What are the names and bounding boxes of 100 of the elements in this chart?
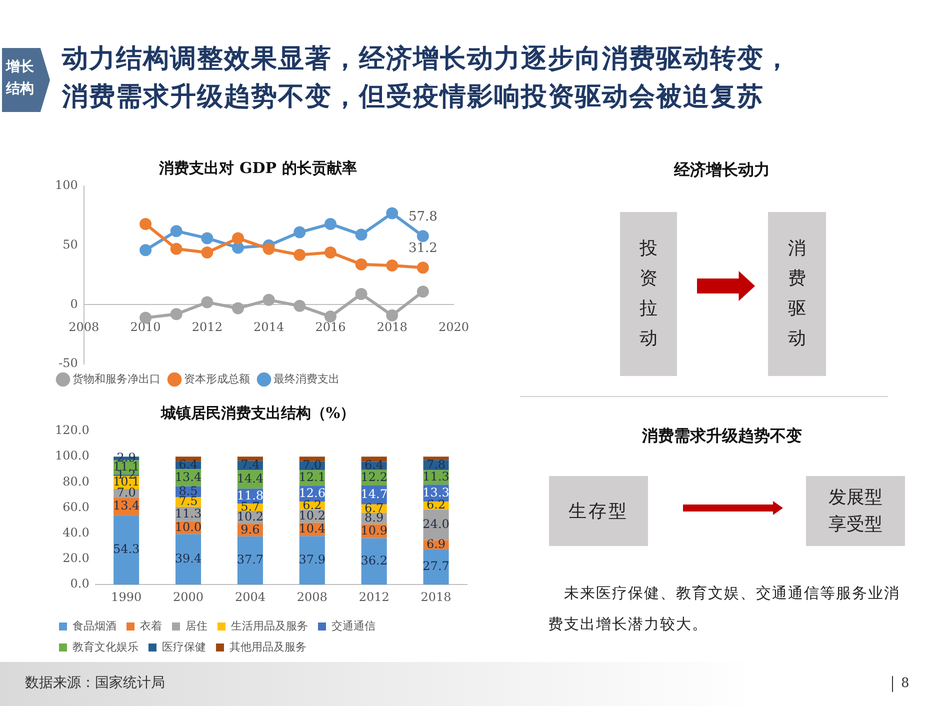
point	[232, 302, 244, 314]
data-label: 10.4	[298, 522, 326, 536]
source-note: 数据来源：国家统计局	[25, 674, 165, 692]
bar	[175, 534, 202, 585]
bar	[175, 456, 202, 462]
y-tick-label: 0.0	[70, 576, 90, 591]
bar	[299, 536, 325, 585]
data-label: 10.2	[236, 510, 264, 524]
x-tick-label: 2012	[358, 590, 390, 604]
data-label: 11.3	[174, 506, 202, 520]
bar	[114, 515, 140, 585]
data-label: 6.4	[178, 457, 198, 472]
data-label: 6.2	[426, 498, 446, 512]
data-label: 54.3	[112, 542, 140, 556]
data-label: 57.8	[408, 209, 438, 224]
y-tick-label: 100.0	[54, 448, 90, 463]
data-label: 37.9	[298, 552, 326, 566]
point	[355, 288, 368, 300]
y-tick-label: 50	[62, 237, 78, 252]
data-label: 10.0	[174, 520, 202, 534]
data-label: 7.4	[240, 458, 260, 472]
y-tick-label: 20.0	[62, 551, 90, 566]
point	[324, 246, 336, 258]
chart-title: 消费支出对 GDP 的长贡献率	[158, 158, 357, 177]
text: 投资拉动	[638, 237, 658, 351]
point	[170, 225, 182, 238]
x-tick-label: 2000	[172, 590, 204, 604]
bar	[237, 456, 263, 461]
bar	[237, 536, 263, 585]
text: 消费需求升级趋势不变	[641, 426, 803, 447]
data-label: 7.8	[426, 457, 446, 472]
legend-label: 医疗保健	[162, 640, 206, 654]
data-label: 7.0	[302, 458, 322, 472]
chart-title: 城镇居民消费支出结构（%）	[160, 404, 356, 422]
legend-label: 最终消费支出	[274, 372, 340, 386]
data-label: 12.1	[298, 470, 326, 484]
point	[294, 248, 306, 261]
text: 生存型	[549, 476, 648, 546]
point	[386, 207, 398, 220]
point	[416, 262, 429, 274]
data-label: 14.4	[236, 472, 264, 486]
y-tick-label: 0	[70, 296, 78, 311]
point	[201, 246, 214, 258]
text: 消费驱动	[787, 237, 807, 351]
point	[140, 218, 152, 230]
point	[170, 242, 182, 255]
x-tick-label: 2014	[254, 320, 284, 334]
y-tick-label: -50	[58, 356, 78, 370]
data-label: 24.0	[422, 517, 450, 532]
data-label: 6.4	[364, 458, 384, 472]
point	[294, 226, 306, 238]
legend-label: 其他用品及服务	[230, 640, 306, 654]
data-label: 10.9	[360, 523, 388, 538]
legend-label: 居住	[186, 619, 208, 632]
point	[355, 228, 368, 241]
data-label: 13.4	[174, 470, 202, 484]
data-label: 36.2	[360, 554, 388, 568]
text: 动力结构调整效果显著，经济增长动力逐步向消费驱动转变，消费需求升级趋势不变，但受疫情影响投资驱动会被迫复苏	[62, 43, 792, 114]
x-tick-label: 2016	[315, 320, 346, 334]
data-label: 12.2	[360, 470, 388, 484]
data-label: 10.2	[298, 508, 326, 522]
point	[416, 230, 429, 242]
x-tick-label: 2010	[130, 320, 161, 334]
bar	[361, 456, 387, 462]
text: 未来医疗保健、教育文娱、交通通信等服务业消费支出增长潜力较大。	[548, 583, 901, 635]
point	[386, 260, 398, 272]
data-label: 11.3	[422, 470, 450, 484]
y-tick-label: 120.0	[54, 423, 90, 438]
data-label: 6.9	[426, 536, 446, 551]
y-tick-label: 80.0	[62, 474, 90, 488]
data-label: 13.4	[112, 498, 140, 513]
point	[262, 242, 275, 255]
legend-label: 交通通信	[332, 619, 376, 632]
x-tick-label: 1990	[111, 590, 142, 604]
data-label: 13.3	[422, 485, 450, 500]
point	[170, 308, 182, 320]
bar	[423, 549, 449, 585]
point	[232, 242, 244, 254]
y-tick-label: 100	[55, 178, 78, 192]
x-tick-label: 2008	[296, 590, 328, 604]
legend-label: 教育文化娱乐	[72, 640, 138, 654]
legend-label: 衣着	[140, 619, 162, 632]
point	[232, 232, 244, 244]
bar	[423, 456, 449, 460]
x-tick-label: 2020	[438, 320, 470, 334]
y-tick-label: 40.0	[62, 526, 90, 540]
x-tick-label: 2004	[234, 590, 266, 604]
x-tick-label: 2018	[376, 320, 408, 334]
point	[355, 258, 368, 270]
text: 经济增长动力	[672, 160, 771, 181]
data-label: 12.6	[298, 486, 326, 500]
point	[324, 218, 336, 230]
point	[386, 309, 398, 322]
point	[324, 310, 336, 323]
data-label: 14.7	[360, 487, 388, 502]
data-label: 9.6	[240, 522, 260, 536]
point	[140, 244, 152, 256]
text: 发展型享受型	[828, 486, 884, 537]
data-label: 39.4	[174, 552, 202, 566]
point	[294, 300, 306, 312]
